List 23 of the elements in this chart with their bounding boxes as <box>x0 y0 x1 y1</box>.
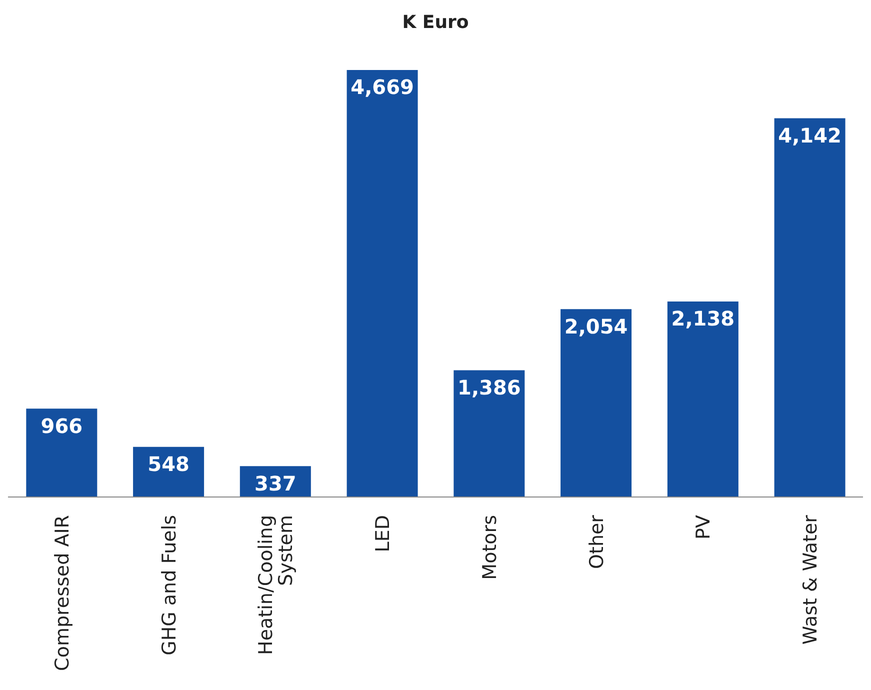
x-tick-label: GHG and Fuels <box>158 515 180 656</box>
data-label: 4,669 <box>350 75 414 100</box>
bar <box>667 301 738 497</box>
x-tick-label: Other <box>586 514 608 569</box>
data-label: 337 <box>254 471 296 496</box>
x-tick-label: PV <box>692 515 715 540</box>
bar <box>560 309 632 497</box>
chart-title: K Euro <box>401 11 470 35</box>
bar <box>26 408 98 497</box>
x-tick-label: Heatin/Cooling System <box>255 515 298 655</box>
x-tick-label: Wast & Water <box>800 514 822 645</box>
bar <box>346 70 418 497</box>
x-tick-label: Motors <box>478 515 501 580</box>
bar <box>774 118 846 497</box>
data-label: 4,142 <box>778 123 842 148</box>
x-tick-label: Compressed AIR <box>51 515 74 671</box>
bar <box>454 370 525 497</box>
data-label: 2,054 <box>564 314 628 338</box>
data-label: 2,138 <box>671 306 735 331</box>
data-label: 1,386 <box>458 375 521 400</box>
data-label: 548 <box>148 452 190 476</box>
data-label: 966 <box>40 414 83 438</box>
x-tick-label: LED <box>372 515 394 552</box>
